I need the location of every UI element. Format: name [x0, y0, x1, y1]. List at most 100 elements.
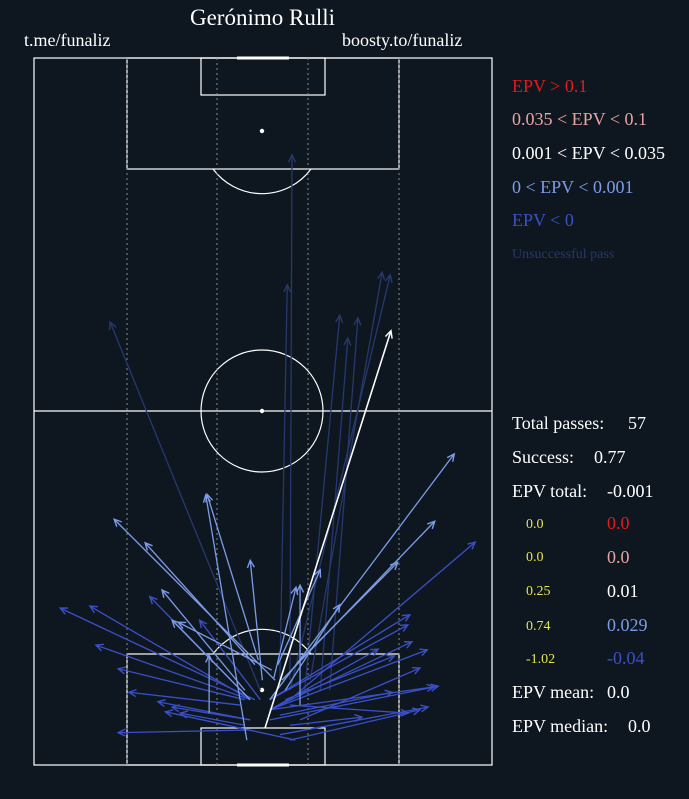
penalty-spot-bottom: [259, 687, 265, 693]
penalty-area-top: [126, 57, 400, 170]
pass-arrow: [170, 704, 251, 721]
pass-line: [118, 668, 245, 701]
pass-line: [319, 338, 349, 691]
arrowhead-icon: [467, 541, 477, 550]
pass-line: [304, 315, 341, 691]
pass-line: [199, 619, 261, 701]
arrowhead-icon: [370, 648, 380, 657]
arrowhead-icon: [353, 316, 362, 326]
pass-arrow: [246, 558, 263, 681]
arrowhead-icon: [343, 336, 352, 346]
arrowhead-icon: [88, 605, 98, 614]
pass-arrow: [289, 541, 477, 701]
pass-line: [329, 317, 359, 691]
pass-line: [89, 605, 251, 701]
legend-epv-minimal: 0 < EPV < 0.001: [512, 177, 634, 197]
epv-median-value: 0.0: [628, 716, 651, 736]
pass-arrow: [205, 653, 214, 714]
arrowhead-icon: [295, 583, 305, 593]
arrowhead-icon: [144, 541, 153, 551]
pass-line: [109, 321, 261, 691]
pass-arrow: [295, 583, 305, 706]
link-telegram[interactable]: t.me/funaliz: [24, 30, 111, 50]
goal-area-top: [200, 57, 326, 96]
pass-line: [205, 494, 248, 741]
pass-line: [277, 569, 321, 665]
pass-line: [289, 704, 408, 714]
pass-line: [289, 709, 421, 741]
arrowhead-icon: [58, 607, 69, 615]
pass-arrow: [108, 320, 261, 691]
pass-arrow: [58, 607, 256, 701]
pass-line: [279, 691, 393, 716]
pass-arrow: [144, 541, 256, 666]
arrowhead-icon: [108, 320, 117, 330]
epv-total-value: -0.001: [607, 481, 654, 501]
legend-epv-low: 0.001 < EPV < 0.035: [512, 143, 665, 163]
arrowhead-icon: [287, 153, 297, 163]
pass-line: [113, 518, 276, 681]
pass-arrow: [281, 520, 436, 681]
pass-arrow: [299, 561, 399, 661]
pass-line: [269, 641, 413, 711]
pass-arrow: [287, 153, 297, 681]
pass-arrow: [269, 624, 410, 701]
pass-arrow: [269, 648, 380, 711]
arrowhead-icon: [446, 452, 456, 462]
pass-line: [269, 648, 379, 711]
arrowhead-icon: [116, 666, 127, 675]
pass-arrow: [289, 704, 410, 717]
arrowhead-icon: [401, 614, 412, 622]
pass-arrow: [279, 704, 430, 736]
success-label: Success:: [512, 447, 574, 467]
pass-arrow: [269, 641, 414, 711]
penalty-spot-top: [259, 128, 265, 134]
pass-line: [273, 587, 297, 679]
penalty-arc-top: [212, 168, 312, 195]
pass-arrow: [309, 270, 386, 681]
pass-arrow: [94, 643, 251, 701]
pass-line: [289, 154, 293, 681]
breakdown-epv: 0.0: [607, 513, 630, 533]
pass-arrow: [289, 713, 364, 726]
pass-arrow: [198, 618, 261, 701]
arrowhead-icon: [127, 688, 137, 698]
arrowhead-icon: [384, 329, 393, 339]
pass-arrow: [269, 452, 456, 701]
pass-line: [118, 729, 251, 734]
arrowhead-icon: [403, 641, 414, 649]
breakdown-epv: 0.01: [607, 581, 639, 601]
pass-line: [279, 284, 288, 681]
pass-line: [165, 711, 296, 741]
success-value: 0.77: [594, 447, 626, 467]
link-boosty[interactable]: boosty.to/funaliz: [342, 30, 463, 50]
pass-arrow: [113, 518, 276, 681]
pass-arrow: [304, 313, 344, 691]
pass-arrow: [160, 588, 246, 691]
total-passes-value: 57: [628, 413, 646, 433]
arrowhead-icon: [332, 603, 341, 613]
pass-line: [269, 624, 409, 701]
breakdown-epv: -0.04: [607, 648, 645, 668]
passes-layer: [58, 153, 477, 741]
pass-line: [59, 607, 256, 701]
pass-arrow: [202, 493, 248, 741]
arrowhead-icon: [384, 689, 394, 698]
pass-arrow: [329, 316, 362, 691]
pass-arrow: [163, 709, 296, 741]
pass-line: [269, 453, 455, 701]
pass-line: [161, 589, 246, 691]
player-title: Gerónimo Rulli: [189, 5, 336, 30]
pass-arrow: [176, 621, 273, 671]
breakdown-epv: 0.0: [607, 547, 630, 567]
pass-line: [95, 644, 251, 701]
arrowhead-icon: [283, 283, 292, 293]
pass-line: [144, 542, 256, 666]
pass-arrow: [116, 728, 251, 737]
arrowhead-icon: [313, 568, 322, 578]
arrowhead-icon: [427, 520, 436, 530]
pass-line: [289, 716, 363, 726]
pass-line: [128, 691, 241, 706]
pass-line: [284, 604, 341, 691]
